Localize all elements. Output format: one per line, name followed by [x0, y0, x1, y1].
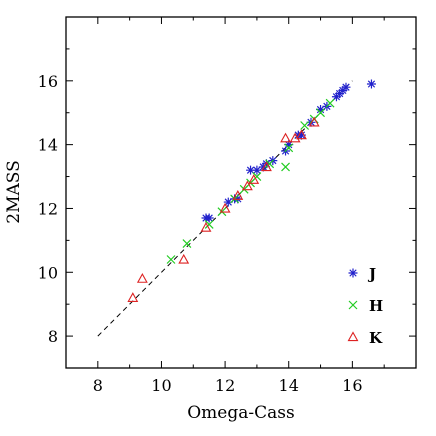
data-point — [204, 213, 214, 223]
legend-item: K — [347, 329, 383, 347]
series-J — [201, 79, 376, 223]
legend-label: H — [369, 297, 383, 315]
data-point — [178, 253, 190, 264]
data-points — [127, 79, 376, 302]
data-point — [341, 82, 351, 92]
data-point — [252, 165, 262, 175]
y-tick-label: 10 — [38, 263, 58, 282]
data-point — [232, 190, 244, 200]
legend-label: J — [367, 265, 376, 283]
y-tick-label: 14 — [38, 136, 58, 155]
y-tick-label: 12 — [38, 199, 58, 218]
data-point — [261, 161, 272, 172]
y-axis-title: 2MASS — [4, 160, 24, 224]
data-point — [246, 165, 256, 175]
data-point — [296, 129, 307, 140]
data-point — [127, 292, 139, 302]
data-point — [261, 159, 271, 169]
data-point — [316, 105, 326, 115]
data-point — [308, 116, 320, 127]
legend: JHK — [347, 265, 383, 347]
legend-label: K — [369, 329, 383, 347]
data-point — [284, 140, 294, 150]
y-tick-label: 16 — [38, 72, 58, 91]
legend-item: H — [348, 297, 383, 315]
data-point — [265, 159, 275, 169]
data-point — [280, 132, 291, 143]
x-axis-title: Omega-Cass — [187, 403, 294, 423]
data-point — [182, 239, 192, 248]
x-tick-label: 12 — [215, 376, 235, 395]
legend-marker — [348, 268, 358, 278]
data-point — [325, 98, 335, 108]
data-point — [366, 79, 376, 89]
x-tick-label: 10 — [151, 376, 171, 395]
data-point — [300, 121, 310, 130]
y-tick-label: 8 — [48, 327, 58, 346]
data-point — [223, 197, 233, 207]
data-point — [200, 221, 212, 232]
x-tick-label: 14 — [279, 376, 299, 395]
data-point — [281, 162, 290, 172]
plot-frame — [65, 16, 417, 369]
data-point — [166, 255, 176, 264]
series-K — [127, 116, 320, 302]
legend-item: J — [348, 265, 376, 283]
data-point — [241, 180, 253, 191]
data-point — [252, 172, 262, 181]
data-point — [204, 219, 214, 229]
data-point — [316, 108, 325, 118]
x-tick-label: 16 — [342, 376, 362, 395]
data-point — [284, 143, 294, 153]
data-point — [296, 130, 306, 140]
legend-marker — [347, 331, 359, 342]
data-point — [219, 202, 231, 213]
legend-marker — [348, 300, 358, 310]
x-tick-label: 8 — [93, 376, 103, 395]
data-point — [136, 273, 148, 283]
data-point — [248, 174, 260, 184]
axis-ticks: 8 10 12 14 16 8 10 12 14 16 — [38, 16, 417, 395]
